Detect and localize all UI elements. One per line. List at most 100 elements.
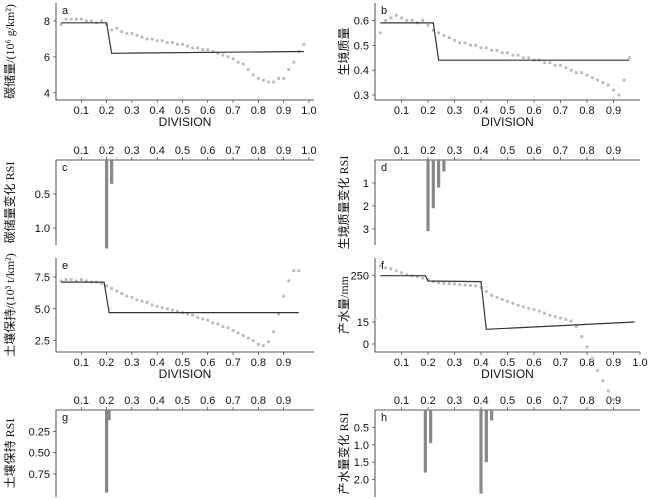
data-point (181, 42, 184, 46)
y-tick-label: 1.0 (35, 223, 50, 235)
data-point (580, 71, 584, 75)
data-point (59, 23, 63, 26)
data-point (125, 32, 129, 35)
data-point (389, 267, 393, 271)
y-tick-label: 4 (44, 88, 50, 100)
x-tick-label: 0.4 (150, 357, 165, 369)
data-point (506, 299, 509, 303)
data-point (585, 345, 589, 349)
x-tick-label: 0.7 (225, 395, 240, 407)
x-tick-label: 0.1 (394, 395, 409, 407)
data-point (155, 39, 159, 43)
rsi-bar (426, 160, 430, 232)
x-tick-label: 0.8 (251, 395, 266, 407)
data-point (226, 326, 230, 330)
x-tick-label: 0.8 (251, 105, 266, 117)
x-tick-label: 0.7 (553, 145, 568, 157)
panel-label-g: g (62, 412, 68, 424)
y-tick-label: 2 (363, 201, 369, 213)
data-point (532, 308, 536, 311)
x-tick-label: 0.8 (251, 145, 266, 157)
data-point (522, 56, 525, 60)
data-point (596, 78, 599, 82)
data-point (79, 17, 83, 21)
data-point (241, 334, 245, 337)
rsi-bar (479, 410, 483, 494)
data-point (90, 19, 93, 23)
x-tick-label: 0.5 (500, 145, 515, 157)
data-point (176, 309, 179, 313)
y-tick-label: 8 (44, 16, 50, 28)
data-point (617, 93, 621, 97)
data-point (596, 369, 599, 372)
data-point (256, 342, 260, 346)
data-point (206, 318, 210, 322)
x-tick-label: 0.8 (579, 395, 594, 407)
data-point (170, 308, 174, 312)
data-point (442, 33, 446, 37)
data-point (206, 48, 210, 52)
data-point (105, 284, 108, 288)
data-point (292, 269, 296, 273)
data-point (100, 19, 103, 23)
data-point (256, 77, 260, 80)
x-axis-label: DIVISION (481, 367, 534, 381)
data-point (246, 68, 250, 71)
y-axis-label: 生境质量 (336, 27, 351, 75)
x-tick-label: 0.6 (200, 395, 215, 407)
rsi-bar (429, 410, 433, 444)
data-point (463, 283, 467, 287)
data-point (537, 309, 541, 313)
data-point (84, 279, 88, 283)
x-tick-label: 0.3 (447, 105, 462, 117)
data-point (140, 299, 144, 303)
data-point (100, 282, 103, 285)
axis-frame (374, 3, 640, 101)
data-point (585, 73, 589, 77)
panel-b: b 0.1 0.2 0.3 0.4 0.5 0.6 0.7 0.8 0.9 DIVISION 0.3 0… (336, 3, 640, 129)
data-point (176, 42, 179, 46)
data-point (221, 325, 225, 328)
x-tick-label: 0.2 (420, 357, 435, 369)
data-point (231, 57, 235, 61)
data-point (622, 78, 626, 82)
y-tick-label: 1 (363, 178, 369, 190)
data-point (400, 271, 403, 275)
x-tick-label: 0.9 (606, 145, 621, 157)
data-point (469, 43, 472, 47)
data-point (191, 46, 194, 50)
data-point (606, 83, 610, 87)
rsi-bar (437, 160, 441, 188)
data-point (287, 279, 291, 283)
data-point (569, 319, 573, 323)
data-point (196, 316, 200, 320)
panel-h: h 0.1 0.2 0.3 0.4 0.5 0.6 0.7 0.8 0.9 0.5 1.0 1.5 2.0… (336, 395, 640, 497)
axis-frame (374, 159, 640, 245)
x-tick-label: 0.6 (200, 105, 215, 117)
panel-label-h: h (381, 412, 387, 424)
data-point (125, 294, 129, 298)
data-point (267, 340, 270, 344)
data-point (236, 60, 240, 64)
data-point (130, 295, 134, 299)
x-tick-label: 1.0 (301, 105, 316, 117)
data-point (251, 73, 255, 77)
x-tick-label: 0.2 (99, 145, 114, 157)
rsi-bar (442, 160, 446, 172)
data-point (186, 44, 189, 48)
y-tick-label: 2.0 (354, 475, 369, 487)
data-point (378, 264, 382, 268)
data-point (484, 46, 488, 50)
x-tick-label: 0.4 (473, 145, 488, 157)
data-point (442, 281, 446, 285)
y-axis-label: 产水量变化 RSI (336, 413, 351, 495)
data-point (186, 312, 189, 316)
x-tick-label: 0.5 (175, 105, 190, 117)
x-tick-label: 0.7 (225, 357, 240, 369)
data-point (160, 39, 164, 43)
data-point (246, 336, 250, 340)
data-point (216, 51, 220, 55)
panel-label-f: f (381, 260, 385, 272)
x-tick-label: 0.7 (553, 105, 568, 117)
data-point (421, 276, 425, 280)
